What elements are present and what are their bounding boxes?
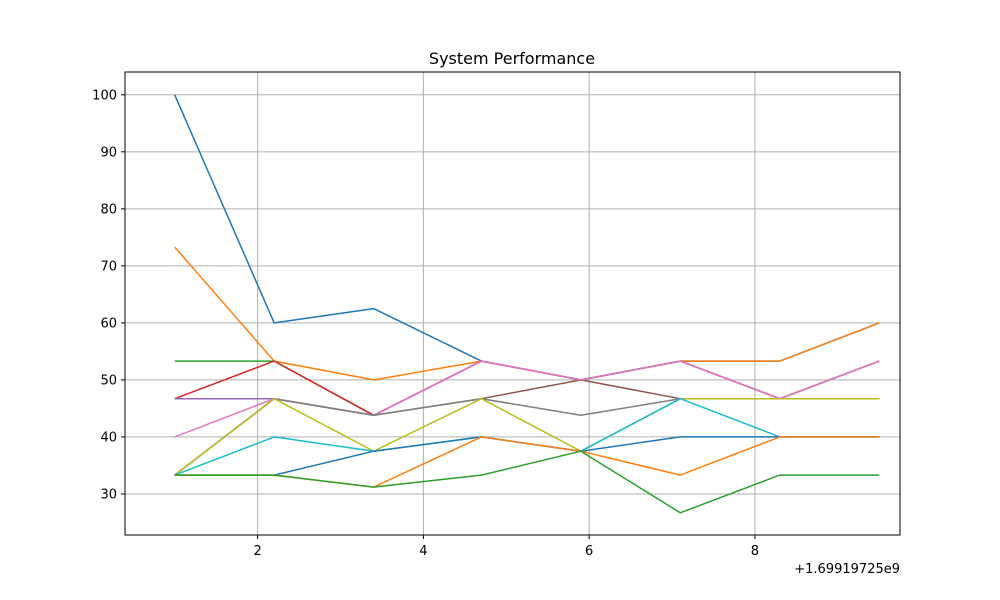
series-line-9 <box>174 397 880 476</box>
x-axis: 2 4 6 8 <box>253 535 759 559</box>
y-tick-label: 60 <box>100 316 117 331</box>
y-axis: 30 40 50 60 70 80 90 100 <box>92 88 125 502</box>
y-tick-label: 80 <box>100 202 117 217</box>
x-tick-label: 4 <box>419 544 427 559</box>
chart-title: System Performance <box>429 49 595 68</box>
y-tick-label: 100 <box>92 88 117 103</box>
y-tick-label: 90 <box>100 145 117 160</box>
x-tick-label: 2 <box>253 544 261 559</box>
grid <box>125 72 900 535</box>
x-tick-label: 8 <box>751 544 759 559</box>
y-tick-label: 40 <box>100 430 117 445</box>
y-tick-label: 30 <box>100 487 117 502</box>
x-offset-label: +1.69919725e9 <box>794 562 900 577</box>
axes-frame <box>124 71 901 536</box>
series-lines <box>174 94 880 514</box>
series-line-13 <box>174 450 880 514</box>
y-tick-label: 70 <box>100 259 117 274</box>
x-tick-label: 6 <box>585 544 593 559</box>
y-tick-label: 50 <box>100 373 117 388</box>
